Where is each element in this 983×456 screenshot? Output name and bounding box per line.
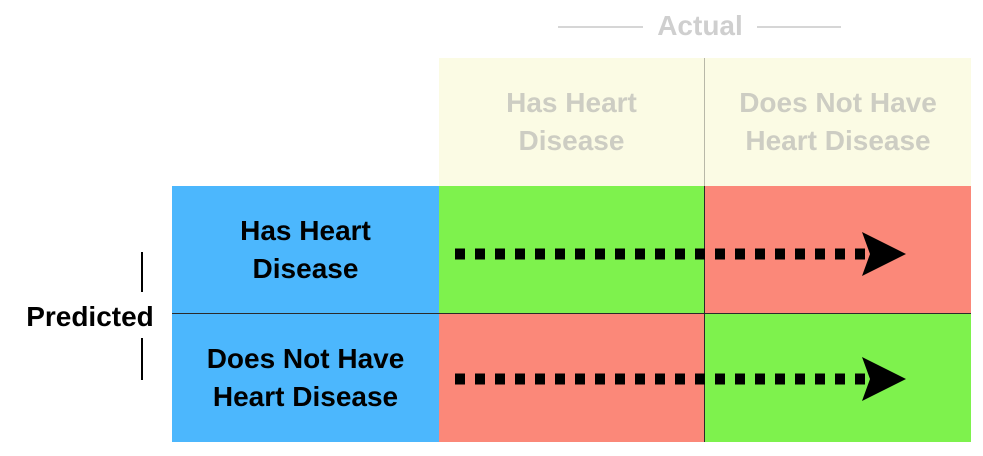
arrow-row-2-head (862, 357, 906, 401)
arrow-row-1-head (862, 232, 906, 276)
row-header-does-not-have-heart-disease: Does Not Have Heart Disease (172, 314, 439, 442)
predicted-tick-top (141, 252, 143, 292)
column-header-has-heart-disease: Has Heart Disease (439, 58, 704, 186)
column-header-line: Has Heart (506, 87, 637, 118)
predicted-axis-label: Predicted (26, 301, 154, 332)
row-header-line: Heart Disease (212, 381, 399, 412)
row-divider (172, 313, 971, 314)
row-header-has-heart-disease: Has Heart Disease (172, 186, 439, 313)
column-header-line: Disease (518, 125, 625, 156)
column-header-divider (704, 58, 705, 186)
dotted-right-arrow-icon (455, 357, 906, 401)
row-header-line: Does Not Have (206, 343, 405, 374)
column-header-does-not-have-heart-disease: Does Not Have Heart Disease (705, 58, 971, 186)
column-header-line: Does Not Have (739, 87, 937, 118)
dotted-right-arrow-icon (455, 232, 906, 276)
predicted-tick-bottom (141, 338, 143, 380)
row-header-line: Disease (252, 252, 359, 284)
row-header-line: Has Heart (240, 214, 371, 246)
actual-line-left (558, 26, 643, 28)
actual-axis-label: Actual (657, 10, 743, 41)
cell-column-divider (704, 186, 705, 442)
column-header-line: Heart Disease (745, 125, 931, 156)
actual-line-right (757, 26, 841, 28)
